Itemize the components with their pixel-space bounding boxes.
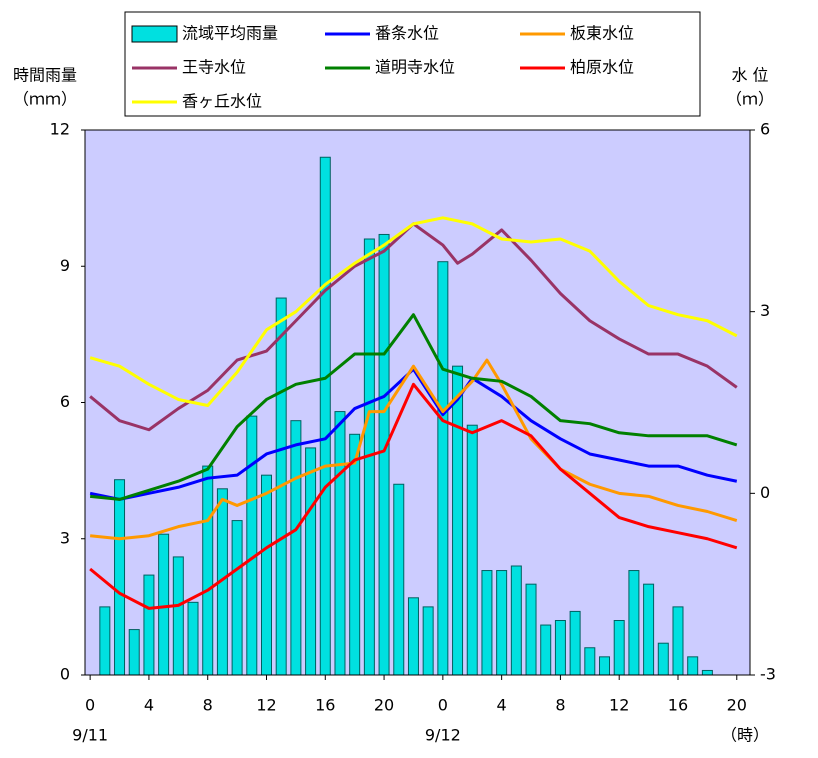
x-tick-label: 16 xyxy=(668,696,688,715)
bar xyxy=(584,647,596,676)
bar xyxy=(158,533,170,676)
y2-tick-label: 6 xyxy=(760,120,770,139)
x-tick-label: 8 xyxy=(555,696,565,715)
bar xyxy=(378,233,390,676)
y2-axis-unit: （ｍ） xyxy=(726,90,774,109)
y-tick-label: 9 xyxy=(60,256,70,275)
bar xyxy=(202,465,214,676)
bar xyxy=(496,570,508,676)
legend-label: 王寺水位 xyxy=(182,58,246,77)
legend-label: 道明寺水位 xyxy=(375,58,455,77)
line xyxy=(89,367,738,501)
x-tick-label: 4 xyxy=(497,696,507,715)
bar xyxy=(349,433,361,676)
bar xyxy=(628,570,640,676)
x-tick-label: 20 xyxy=(374,696,394,715)
bar xyxy=(599,656,611,676)
y2-tick-label: 3 xyxy=(760,301,770,320)
bar xyxy=(231,520,243,676)
x-tick-label: 0 xyxy=(438,696,448,715)
bar xyxy=(172,556,184,676)
x-tick-label: 20 xyxy=(727,696,747,715)
x-tick-label: 12 xyxy=(609,696,629,715)
bar xyxy=(246,415,258,676)
bar xyxy=(701,669,713,676)
y2-axis-title: 水 位 xyxy=(731,66,768,85)
line xyxy=(89,216,738,408)
line xyxy=(89,222,738,432)
bar xyxy=(260,474,272,676)
legend-label: 番条水位 xyxy=(375,24,439,43)
bar xyxy=(437,261,449,676)
x-tick-label: 0 xyxy=(85,696,95,715)
bar xyxy=(525,583,537,676)
line xyxy=(89,382,738,610)
date-label: 9/12 xyxy=(425,726,461,745)
bar xyxy=(613,620,625,676)
bar xyxy=(422,606,434,676)
legend-box xyxy=(124,11,701,117)
bar xyxy=(187,601,199,676)
y-tick-label: 0 xyxy=(60,665,70,684)
y-tick-label: 3 xyxy=(60,528,70,547)
legend-label: 流域平均雨量 xyxy=(182,24,278,43)
bar xyxy=(452,365,464,676)
legend-label: 柏原水位 xyxy=(570,58,634,77)
x-tick-label: 8 xyxy=(203,696,213,715)
y-tick-label: 6 xyxy=(60,392,70,411)
bar xyxy=(99,606,111,676)
bar xyxy=(334,411,346,676)
legend-label: 香ヶ丘水位 xyxy=(182,92,262,111)
line xyxy=(89,313,738,501)
bar xyxy=(128,629,140,676)
x-axis-unit: （時） xyxy=(721,726,769,745)
x-tick-label: 4 xyxy=(144,696,154,715)
y2-tick-label: -3 xyxy=(760,665,776,684)
bar xyxy=(540,624,552,676)
bar xyxy=(569,610,581,676)
bar xyxy=(305,447,317,676)
bar xyxy=(643,583,655,676)
bar xyxy=(657,642,669,676)
legend-label: 板東水位 xyxy=(570,24,634,43)
x-tick-label: 16 xyxy=(315,696,335,715)
y2-tick-label: 0 xyxy=(760,483,770,502)
plot-border xyxy=(84,129,751,676)
x-tick-label: 12 xyxy=(256,696,276,715)
y-axis-title: 時間雨量 xyxy=(13,66,77,85)
bar xyxy=(687,656,699,676)
date-label: 9/11 xyxy=(72,726,108,745)
bar xyxy=(114,479,126,676)
bar xyxy=(466,424,478,676)
bar xyxy=(393,483,405,676)
bar xyxy=(143,574,155,676)
bar xyxy=(407,597,419,676)
bar xyxy=(672,606,684,676)
bar xyxy=(510,565,522,676)
bar xyxy=(319,156,331,676)
legend-swatch xyxy=(131,25,178,43)
bar xyxy=(481,570,493,676)
y-axis-unit: （ｍｍ） xyxy=(13,90,77,109)
y-tick-label: 12 xyxy=(50,120,70,139)
bar xyxy=(554,620,566,676)
line xyxy=(89,358,738,541)
bar xyxy=(290,420,302,676)
